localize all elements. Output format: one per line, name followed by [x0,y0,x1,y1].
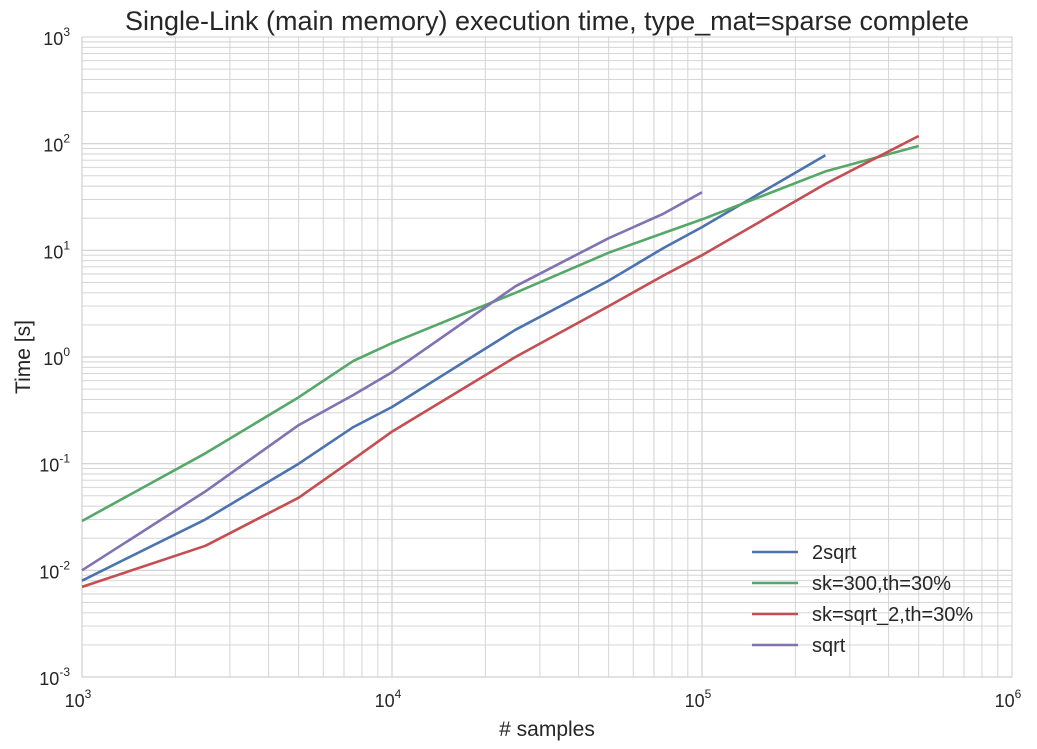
x-tick-label: 106 [995,687,1022,711]
y-tick-label: 100 [43,345,70,369]
x-axis-title: # samples [499,718,595,741]
legend-label: sk=300,th=30% [812,573,951,595]
y-tick-label: 10-2 [39,558,70,582]
y-tick-labels: 10-3 10-2 10-1 100 101 102 103 [39,25,70,689]
legend-label: sqrt [812,635,846,657]
grid [81,37,1012,678]
x-tick-label: 103 [65,687,92,711]
series-line-sk=sqrt_2,th=30% [81,134,920,589]
legend-label: 2sqrt [812,542,857,564]
chart-title: Single-Link (main memory) execution time… [125,6,969,36]
series-line-sk=300,th=30% [81,144,920,523]
series-line-2sqrt [81,154,827,582]
y-tick-label: 101 [43,238,70,262]
x-tick-labels: 103 104 105 106 [65,687,1022,711]
x-tick-label: 105 [685,687,712,711]
legend: 2sqrt sk=300,th=30% sk=sqrt_2,th=30%sqrt [752,542,973,657]
y-tick-label: 103 [43,25,70,49]
legend-label: sk=sqrt_2,th=30% [812,604,973,626]
series-lines [81,134,920,589]
y-tick-label: 10-1 [39,452,70,476]
y-tick-label: 102 [43,132,70,156]
x-tick-label: 104 [375,687,402,711]
plot-area [81,36,1013,678]
y-tick-label: 10-3 [39,665,70,689]
series-line-sqrt [81,191,703,572]
y-axis-title: Time [s] [12,320,35,394]
